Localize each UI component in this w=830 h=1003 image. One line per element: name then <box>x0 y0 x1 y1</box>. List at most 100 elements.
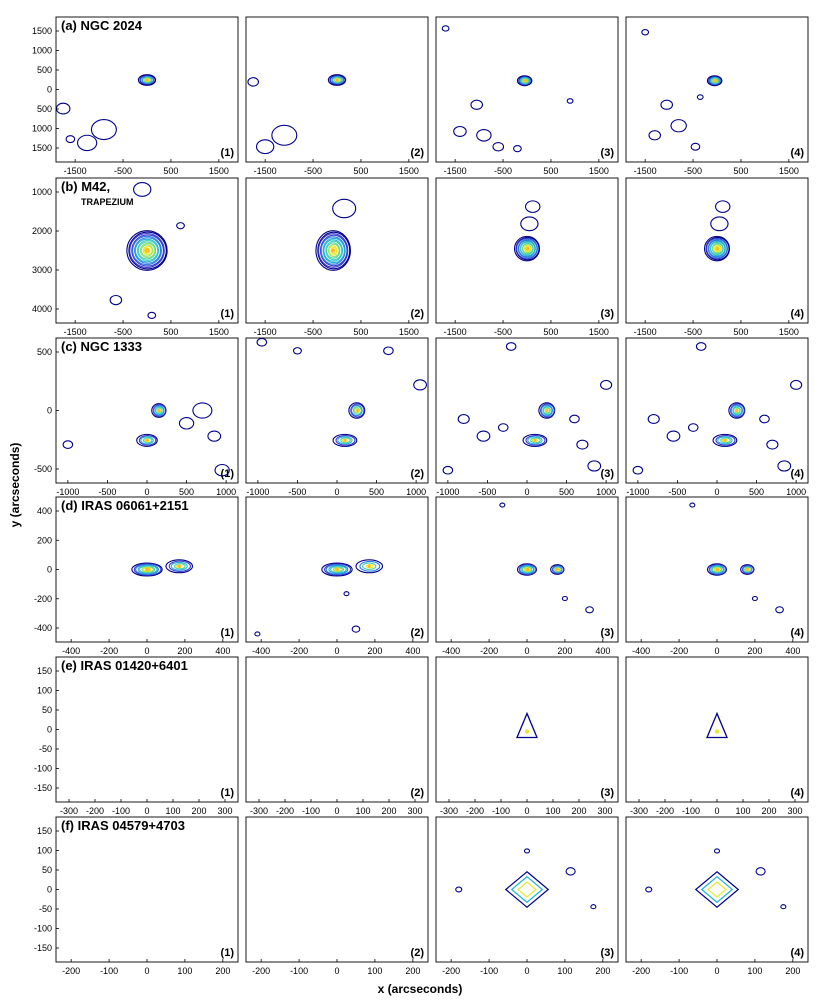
noise-contour <box>645 886 653 893</box>
x-tick-label: 200 <box>215 966 230 976</box>
source-peak <box>525 247 529 251</box>
source-contour <box>352 406 362 415</box>
source-contour <box>694 870 740 909</box>
x-tick-label: 0 <box>524 646 529 656</box>
panel-number: (1) <box>221 468 235 480</box>
panel-number: (2) <box>411 147 425 159</box>
y-tick-label: -150 <box>34 783 52 793</box>
noise-contour <box>383 346 394 356</box>
x-tick-label: -400 <box>252 646 270 656</box>
panel-number: (2) <box>411 787 425 799</box>
source-contour <box>136 240 159 261</box>
x-tick-label: -100 <box>492 806 510 816</box>
x-tick-label: 0 <box>144 806 149 816</box>
noise-contour <box>457 414 470 425</box>
source-contour <box>709 564 725 575</box>
source-peak <box>714 729 720 734</box>
x-tick-label: 0 <box>334 646 339 656</box>
source-peak <box>735 409 739 412</box>
x-tick-label: -100 <box>480 966 498 976</box>
source-contour <box>519 564 535 575</box>
noise-contour <box>476 128 492 142</box>
x-tick-label: 100 <box>557 966 572 976</box>
y-tick-label: 2000 <box>32 226 52 236</box>
x-tick-label: 1500 <box>589 166 609 176</box>
source-contour <box>324 563 352 576</box>
source-peak <box>723 438 727 442</box>
y-tick-label: 500 <box>37 65 52 75</box>
noise-contour <box>525 200 541 213</box>
source-peak <box>144 248 150 253</box>
noise-contour <box>256 338 268 347</box>
panel-5-2: -300 -200 -100 0 100 200 300 (2) <box>245 656 429 816</box>
x-tick-label: -1500 <box>64 327 87 337</box>
panel-frame <box>55 337 239 484</box>
noise-contour <box>497 423 509 432</box>
x-tick-label: 1000 <box>786 487 806 497</box>
y-tick-label: 0 <box>47 565 52 575</box>
x-tick-label: 500 <box>369 487 384 497</box>
noise-contour <box>780 904 787 910</box>
x-tick-label: 300 <box>597 806 612 816</box>
noise-contour <box>755 867 766 876</box>
source-contour <box>328 565 347 574</box>
x-tick-label: -500 <box>494 166 512 176</box>
panel-number: (4) <box>791 468 805 480</box>
source-contour <box>712 433 738 447</box>
source-contour <box>133 563 162 576</box>
x-tick-label: 200 <box>761 806 776 816</box>
source-peak <box>177 564 181 568</box>
source-contour <box>355 559 384 574</box>
noise-contour <box>710 216 729 232</box>
y-tick-label: 1500 <box>32 143 52 153</box>
contours <box>256 338 427 447</box>
contours <box>442 342 613 475</box>
source-contour <box>518 564 537 575</box>
source-contour <box>323 239 344 262</box>
x-tick-label: 1000 <box>406 487 426 497</box>
x-tick-label: 0 <box>524 806 529 816</box>
source-contour <box>317 231 351 270</box>
contours <box>641 29 723 151</box>
x-tick-label: -500 <box>304 166 322 176</box>
x-tick-label: 200 <box>177 646 192 656</box>
noise-contour <box>775 606 784 614</box>
source-contour <box>521 565 535 574</box>
x-tick-label: 400 <box>785 646 800 656</box>
x-tick-label: 200 <box>405 966 420 976</box>
contours <box>706 711 728 739</box>
panel-2-3: -1500 -500 500 1500 (3) <box>435 177 619 337</box>
panel-number: (4) <box>791 787 805 799</box>
row-sublabel: TRAPEZIUM <box>81 197 134 207</box>
x-tick-label: -1000 <box>436 487 459 497</box>
x-tick-label: 100 <box>545 806 560 816</box>
noise-contour <box>254 631 261 637</box>
x-tick-label: -400 <box>62 646 80 656</box>
source-contour <box>715 435 736 446</box>
x-tick-label: 1500 <box>589 327 609 337</box>
source-peak <box>145 438 149 442</box>
x-tick-label: 400 <box>595 646 610 656</box>
y-tick-label: -50 <box>39 744 52 754</box>
y-tick-label: -100 <box>34 924 52 934</box>
x-tick-label: -200 <box>656 806 674 816</box>
source-contour <box>136 433 158 447</box>
contours <box>632 342 803 475</box>
contours <box>441 25 574 153</box>
panel-frame <box>435 816 619 963</box>
panel-number: (4) <box>791 947 805 959</box>
x-tick-label: 1000 <box>596 487 616 497</box>
y-tick-label: 200 <box>37 535 52 545</box>
source-contour <box>138 565 156 574</box>
x-tick-label: 500 <box>733 327 748 337</box>
panel-4-3: -400 -200 0 200 400 (3) <box>435 496 619 656</box>
panel-frame <box>55 656 239 803</box>
source-contour <box>340 437 351 444</box>
source-contour <box>350 403 365 418</box>
x-tick-label: 0 <box>714 487 719 497</box>
panel-4-1: -400 -200 0 200 400 400 200 0 -200 -400 (d) IRAS 0… <box>34 496 239 656</box>
y-tick-label: -50 <box>39 904 52 914</box>
panel-frame <box>55 16 239 163</box>
source-contour <box>711 565 725 574</box>
